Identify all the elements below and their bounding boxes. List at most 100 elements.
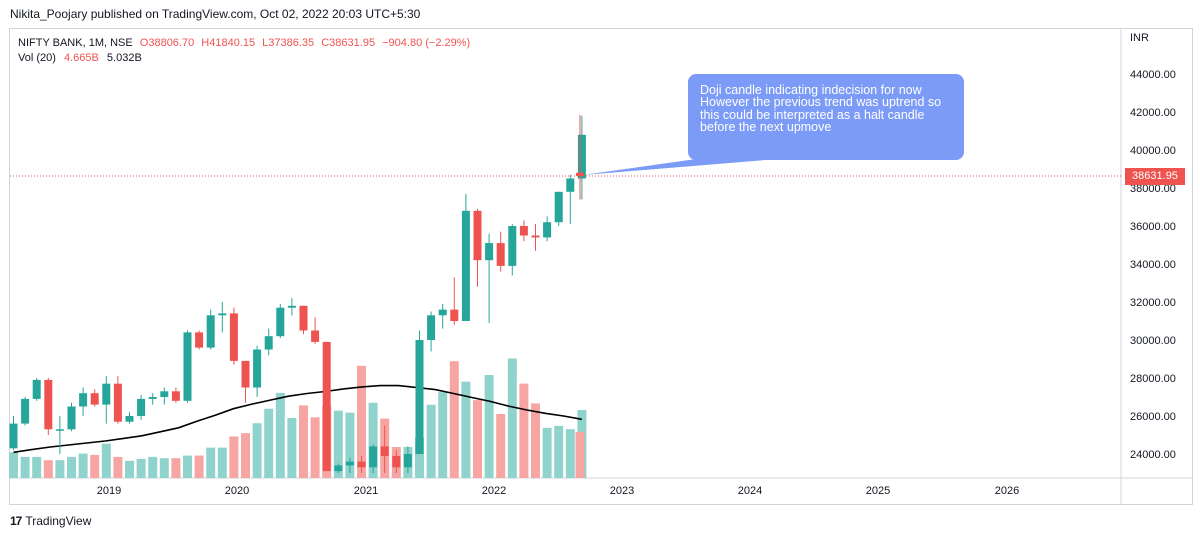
volume-bar bbox=[136, 458, 146, 478]
candle-body bbox=[183, 332, 192, 401]
doji-body bbox=[576, 172, 584, 176]
volume-bar bbox=[531, 403, 540, 478]
candle-body bbox=[55, 429, 64, 431]
y-tick-label: 42000.00 bbox=[1130, 107, 1176, 119]
volume-bar bbox=[554, 425, 564, 478]
chart-legend: NIFTY BANK, 1M, NSE O38806.70 H41840.15 … bbox=[18, 36, 474, 66]
y-tick-label: 30000.00 bbox=[1130, 335, 1176, 347]
candle-body bbox=[160, 391, 169, 397]
candle-body bbox=[496, 243, 505, 266]
candle-body bbox=[148, 397, 157, 399]
x-tick-label: 2022 bbox=[482, 485, 506, 497]
volume-bar bbox=[113, 456, 123, 478]
candle-body bbox=[206, 315, 215, 348]
candle-body bbox=[241, 360, 250, 388]
volume-bar bbox=[20, 456, 30, 478]
low-value: L37386.35 bbox=[262, 37, 315, 49]
volume-bar bbox=[125, 460, 134, 478]
candle-body bbox=[450, 309, 459, 321]
candle-body bbox=[369, 446, 378, 468]
volume-value: 4.665B bbox=[63, 52, 99, 64]
x-tick-label: 2024 bbox=[738, 485, 762, 497]
volume-bar bbox=[368, 402, 378, 478]
volume-row: Vol (20) 4.665B 5.032B bbox=[18, 51, 474, 66]
symbol-label[interactable]: NIFTY BANK, 1M, NSE bbox=[18, 37, 133, 49]
candle-body bbox=[67, 406, 76, 430]
volume-bar bbox=[575, 431, 585, 478]
annotation-callout[interactable]: Doji candle indicating indecision for no… bbox=[688, 74, 964, 160]
publisher-text: Nikita_Poojary published on TradingView.… bbox=[10, 7, 421, 21]
volume-bar bbox=[484, 375, 494, 478]
tradingview-logo[interactable]: 17 TradingView bbox=[10, 511, 91, 531]
y-tick-label: 44000.00 bbox=[1130, 69, 1176, 81]
volume-bar bbox=[333, 410, 343, 478]
candle-body bbox=[345, 461, 354, 466]
y-tick-label: 34000.00 bbox=[1130, 259, 1176, 271]
candle-body bbox=[566, 178, 575, 192]
volume-bar bbox=[415, 437, 424, 478]
candle-body bbox=[438, 309, 447, 316]
volume-bar bbox=[507, 358, 517, 478]
change-value: −904.80 (−2.29%) bbox=[382, 37, 471, 49]
candle-body bbox=[90, 393, 99, 405]
ohlc-row: NIFTY BANK, 1M, NSE O38806.70 H41840.15 … bbox=[18, 36, 474, 51]
candle-body bbox=[380, 446, 389, 456]
candle-body bbox=[218, 313, 227, 316]
candle-body bbox=[264, 336, 273, 350]
y-tick-label: 26000.00 bbox=[1130, 411, 1176, 423]
candle-body bbox=[44, 379, 53, 430]
y-tick-label: 36000.00 bbox=[1130, 221, 1176, 233]
volume-bar bbox=[357, 365, 366, 478]
candle-body bbox=[32, 379, 41, 399]
candle-body bbox=[322, 341, 331, 472]
x-tick-label: 2026 bbox=[995, 485, 1019, 497]
volume-bar bbox=[55, 460, 65, 478]
y-tick-label: 24000.00 bbox=[1130, 449, 1176, 461]
candle-body bbox=[102, 383, 111, 405]
x-tick-label: 2019 bbox=[97, 485, 121, 497]
volume-bar bbox=[275, 392, 285, 478]
currency-label: INR bbox=[1130, 32, 1149, 44]
volume-bar bbox=[496, 413, 506, 478]
volume-bar bbox=[461, 381, 471, 478]
y-tick-label: 32000.00 bbox=[1130, 297, 1176, 309]
candle-body bbox=[519, 226, 528, 236]
volume-bar bbox=[206, 447, 216, 478]
candle-body bbox=[415, 340, 424, 454]
volume-bar bbox=[542, 427, 552, 478]
chart-frame bbox=[9, 28, 1193, 505]
candle-body bbox=[427, 315, 436, 340]
candle-body bbox=[299, 305, 308, 331]
candle-body bbox=[543, 222, 552, 238]
volume-bar bbox=[287, 417, 297, 478]
candle-body bbox=[531, 235, 540, 238]
volume-bar bbox=[67, 456, 76, 478]
volume-bar bbox=[43, 460, 53, 478]
volume-bar bbox=[252, 423, 262, 478]
volume-bar bbox=[565, 429, 575, 478]
volume-bar bbox=[241, 433, 250, 478]
candle-body bbox=[276, 307, 285, 337]
candle-body bbox=[577, 134, 586, 179]
volume-bar bbox=[159, 458, 169, 478]
volume-bar bbox=[171, 458, 181, 478]
candle-body bbox=[125, 416, 134, 422]
tradingview-icon: 17 bbox=[10, 514, 22, 528]
volume-label[interactable]: Vol (20) bbox=[18, 52, 56, 64]
volume-bar bbox=[473, 400, 482, 478]
candle-body bbox=[137, 398, 146, 416]
volume-bar bbox=[183, 455, 192, 478]
volume-bar bbox=[310, 417, 320, 478]
publisher-header: Nikita_Poojary published on TradingView.… bbox=[0, 0, 1200, 28]
volume-bar bbox=[32, 456, 42, 478]
volume-bar bbox=[78, 453, 88, 478]
candle-body bbox=[79, 393, 88, 407]
candle-body bbox=[253, 349, 262, 388]
last-price-tag: 38631.95 bbox=[1125, 168, 1185, 185]
candle-body bbox=[473, 210, 482, 261]
open-value: O38806.70 bbox=[139, 37, 195, 49]
candle-body bbox=[195, 332, 204, 348]
volume-bar bbox=[90, 454, 100, 478]
volume-bar bbox=[264, 408, 274, 478]
